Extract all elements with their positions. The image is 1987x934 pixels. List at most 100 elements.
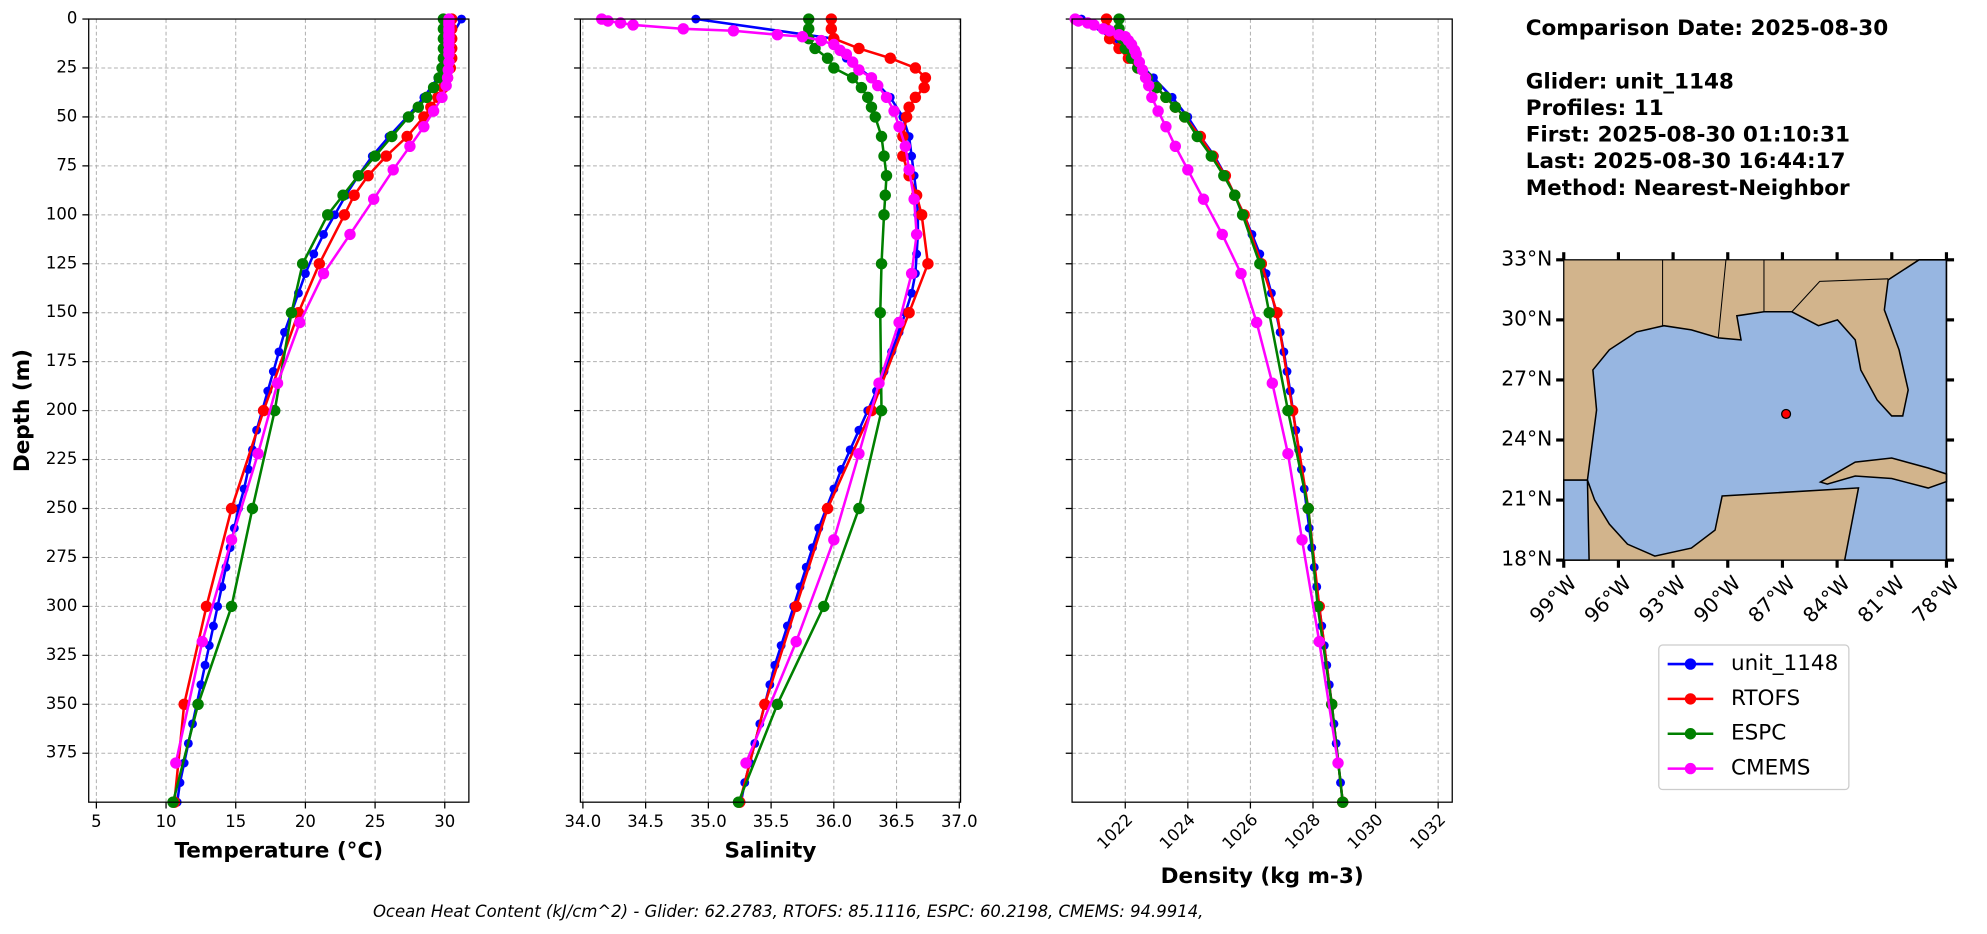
- x-tick-label: 1024: [1156, 810, 1199, 853]
- point: [1282, 404, 1294, 417]
- point: [884, 52, 896, 64]
- point: [1169, 140, 1182, 153]
- point: [880, 91, 893, 104]
- legend-marker: [1684, 693, 1697, 705]
- point: [427, 81, 440, 94]
- x-tick-label: 36.5: [878, 812, 915, 831]
- point: [362, 169, 374, 182]
- point: [919, 72, 932, 84]
- x-axis-label: Density (kg m-3): [1161, 864, 1364, 889]
- map-x-tick-label: 96°W: [1579, 571, 1636, 628]
- info-line: Glider: unit_1148: [1526, 69, 1734, 94]
- point: [759, 698, 771, 710]
- x-tick-label: 5: [91, 812, 101, 831]
- point: [771, 698, 784, 710]
- legend: unit_1148 RTOFS ESPC CMEMS: [1658, 644, 1850, 791]
- x-tick-label: 1022: [1093, 810, 1136, 853]
- x-tick-label: 30: [434, 812, 455, 831]
- point: [878, 150, 890, 162]
- point: [1254, 258, 1266, 270]
- point: [828, 62, 840, 74]
- point: [317, 267, 330, 280]
- point: [313, 258, 326, 270]
- panel: 34.0 34.5 35.0 35.5 36.0 36.5 37.0 Salinity: [565, 13, 978, 864]
- y-tick-label: 50: [56, 106, 77, 125]
- x-tick-label: 25: [365, 812, 386, 831]
- point: [1296, 534, 1308, 546]
- point: [1103, 32, 1116, 45]
- series-line: [1074, 17, 1340, 764]
- point: [905, 267, 918, 280]
- point: [1229, 189, 1241, 201]
- map-x-tick-label: 93°W: [1634, 571, 1691, 628]
- point: [427, 105, 440, 117]
- y-tick-label: 100: [46, 204, 77, 223]
- point: [274, 347, 284, 357]
- map-y-tick-label: 27°N: [1501, 366, 1552, 390]
- point: [1266, 377, 1279, 389]
- state-borders: [1662, 259, 1889, 338]
- point: [433, 72, 445, 84]
- point: [436, 91, 448, 104]
- point: [846, 56, 859, 68]
- y-tick-label: 125: [46, 253, 77, 272]
- map-x-tick-label: 78°W: [1907, 571, 1964, 628]
- point: [1179, 111, 1191, 123]
- map-x-tick-label: 90°W: [1689, 571, 1746, 628]
- map-frame: [1563, 259, 1948, 561]
- point: [225, 502, 238, 515]
- point: [1072, 15, 1085, 27]
- legend-label: CMEMS: [1731, 756, 1810, 781]
- y-tick-label: 350: [46, 694, 77, 713]
- point: [1152, 105, 1164, 117]
- legend-frame: [1658, 644, 1850, 791]
- map-y-tick-label: 33°N: [1501, 246, 1552, 270]
- glider-location: [1781, 408, 1792, 420]
- map-x-tick-label: 99°W: [1525, 571, 1582, 628]
- point: [271, 377, 284, 389]
- point: [740, 757, 752, 769]
- info-line: Method: Nearest-Neighbor: [1526, 176, 1850, 201]
- point: [1216, 228, 1228, 241]
- point: [855, 81, 868, 94]
- point: [225, 534, 238, 546]
- point: [1191, 130, 1203, 143]
- x-tick-label: 34.0: [565, 812, 602, 831]
- point: [257, 404, 270, 417]
- point: [1143, 79, 1155, 92]
- point: [322, 209, 334, 221]
- point: [367, 193, 380, 205]
- point: [875, 404, 888, 417]
- panel: 5 10 15 20 25 3002550751001251501752002252502…: [10, 9, 470, 864]
- point: [294, 316, 306, 329]
- point: [903, 307, 915, 319]
- series-line: [601, 17, 918, 764]
- footer: Ocean Heat Content (kJ/cm^2) - Glider: 6…: [373, 902, 1203, 921]
- x-tick-label: 20: [295, 812, 316, 831]
- point: [412, 101, 424, 113]
- point: [803, 23, 815, 35]
- point: [1103, 25, 1116, 37]
- y-tick-label: 0: [67, 9, 77, 28]
- point: [771, 28, 784, 41]
- legend-label: RTOFS: [1731, 686, 1800, 711]
- y-tick-label: 250: [46, 498, 77, 517]
- point: [872, 79, 884, 92]
- map-x-tick-label: 87°W: [1743, 571, 1800, 628]
- point: [402, 111, 415, 123]
- point: [1332, 757, 1344, 769]
- x-tick-label: 34.5: [627, 812, 664, 831]
- map-x-tick-label: 81°W: [1853, 571, 1910, 628]
- point: [821, 52, 834, 64]
- point: [386, 130, 398, 143]
- point: [677, 23, 689, 35]
- point: [1218, 169, 1230, 182]
- point: [285, 307, 298, 319]
- map-y-tick-label: 18°N: [1501, 547, 1552, 571]
- point: [909, 62, 922, 74]
- point: [1169, 101, 1182, 113]
- point: [888, 105, 900, 117]
- point: [910, 228, 923, 241]
- point: [252, 447, 264, 460]
- y-tick-label: 25: [56, 57, 77, 76]
